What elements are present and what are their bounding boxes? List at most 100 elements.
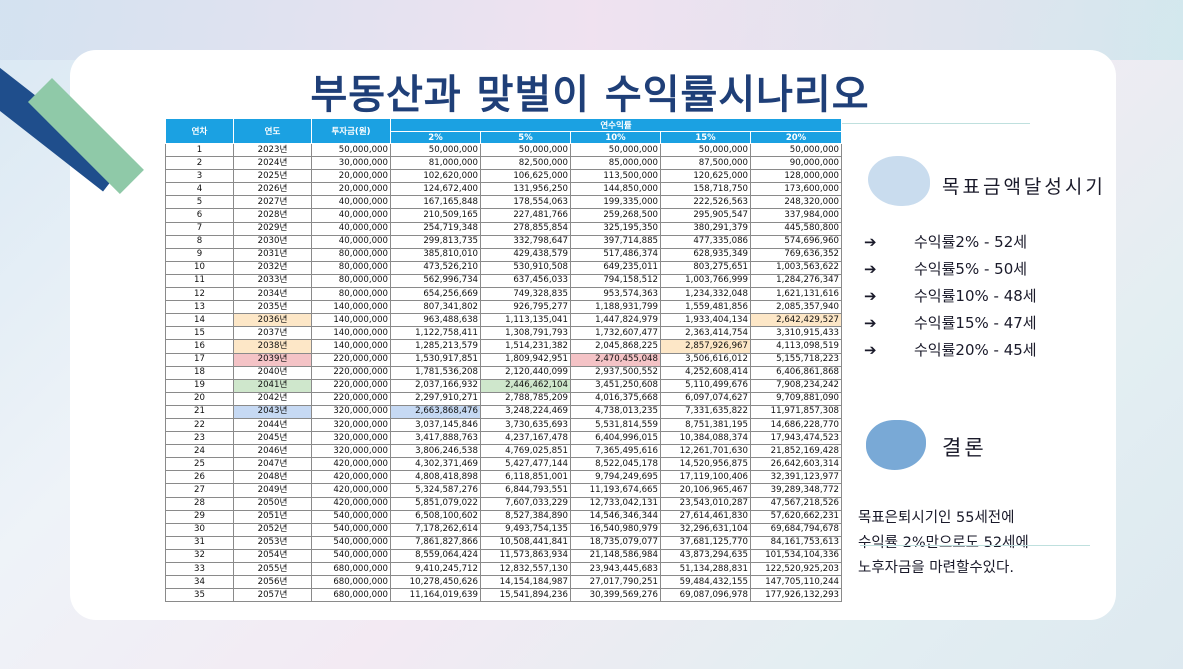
goal-item: 수익률20% - 45세 xyxy=(914,341,1037,359)
cell-year: 2047년 xyxy=(233,457,312,472)
cell-rate-10: 2,937,500,552 xyxy=(570,365,661,380)
cell-rate-15: 87,500,000 xyxy=(660,156,751,171)
cell-rate-10: 14,546,346,344 xyxy=(570,509,661,524)
cell-rate-20: 47,567,218,526 xyxy=(749,496,843,511)
cell-rate-10: 1,732,607,477 xyxy=(570,326,661,341)
cell-year-no: 5 xyxy=(165,195,234,210)
cell-investment: 320,000,000 xyxy=(311,444,391,459)
cell-year-no: 19 xyxy=(165,378,234,393)
table-row: 2 2024년 30,000,000 81,000,000 82,500,000 85,0… xyxy=(165,156,843,171)
table-row: 35 2057년 680,000,000 11,164,019,639 15,541,8… xyxy=(165,588,843,603)
cell-rate-2: 1,122,758,411 xyxy=(390,326,481,341)
cell-rate-20: 5,155,718,223 xyxy=(749,352,843,367)
cell-rate-15: 23,543,010,287 xyxy=(660,496,751,511)
cell-year: 2029년 xyxy=(233,221,312,236)
cell-year-no: 15 xyxy=(165,326,234,341)
cell-rate-10: 1,447,824,979 xyxy=(570,313,661,328)
cell-rate-20: 2,642,429,527 xyxy=(749,313,843,328)
cell-rate-15: 43,873,294,635 xyxy=(660,548,751,564)
cell-investment: 420,000,000 xyxy=(311,470,391,485)
cell-investment: 220,000,000 xyxy=(311,378,391,393)
cell-rate-15: 50,000,000 xyxy=(660,142,751,158)
cell-rate-2: 562,996,734 xyxy=(390,273,481,289)
cell-rate-15: 120,625,000 xyxy=(660,169,751,184)
cell-year: 2045년 xyxy=(233,431,312,446)
cell-year-no: 16 xyxy=(165,339,234,354)
cell-investment: 320,000,000 xyxy=(311,417,391,433)
cell-investment: 50,000,000 xyxy=(311,142,391,158)
cell-investment: 40,000,000 xyxy=(311,234,391,249)
cell-rate-10: 23,943,445,683 xyxy=(570,561,661,577)
cell-rate-15: 27,614,461,830 xyxy=(660,509,751,524)
cell-investment: 80,000,000 xyxy=(311,247,391,262)
cell-rate-5: 1,113,135,041 xyxy=(480,313,571,328)
cell-rate-2: 2,297,910,271 xyxy=(390,391,481,406)
cell-rate-2: 1,781,536,208 xyxy=(390,365,481,380)
cell-investment: 540,000,000 xyxy=(311,548,391,564)
cell-year-no: 4 xyxy=(165,182,234,197)
cell-rate-20: 1,621,131,616 xyxy=(749,287,843,302)
cell-rate-2: 473,526,210 xyxy=(390,260,481,275)
cell-rate-10: 4,738,013,235 xyxy=(570,404,661,419)
cell-year-no: 14 xyxy=(165,313,234,328)
table-row: 6 2028년 40,000,000 210,509,165 227,481,766 25… xyxy=(165,208,843,223)
cell-rate-5: 429,438,579 xyxy=(480,247,571,262)
cell-rate-10: 953,574,363 xyxy=(570,287,661,302)
table-row: 4 2026년 20,000,000 124,672,400 131,956,250 14… xyxy=(165,182,843,197)
cell-rate-5: 926,795,277 xyxy=(480,300,571,315)
cell-year: 2030년 xyxy=(233,234,312,249)
header-rate: 15% xyxy=(660,131,751,144)
header-rate: 20% xyxy=(749,131,843,144)
cell-investment: 420,000,000 xyxy=(311,496,391,511)
cell-rate-10: 113,500,000 xyxy=(570,169,661,184)
goal-list: ➔ 수익률2% - 52세 ➔ 수익률5% - 50세 ➔ 수익률10% - 48세 … xyxy=(864,228,1037,363)
cell-rate-5: 8,527,384,890 xyxy=(480,509,571,524)
cell-rate-5: 178,554,063 xyxy=(480,195,571,210)
table-row: 24 2046년 320,000,000 3,806,246,538 4,769,025… xyxy=(165,444,843,459)
cell-rate-5: 12,832,557,130 xyxy=(480,561,571,577)
table-row: 16 2038년 140,000,000 1,285,213,579 1,514,231… xyxy=(165,339,843,354)
cell-rate-5: 11,573,863,934 xyxy=(480,548,571,564)
cell-rate-5: 2,788,785,209 xyxy=(480,391,571,406)
arrow-icon: ➔ xyxy=(864,340,877,359)
cell-investment: 20,000,000 xyxy=(311,182,391,197)
cell-rate-15: 17,119,100,406 xyxy=(660,470,751,485)
cell-year-no: 34 xyxy=(165,575,234,590)
cell-year: 2050년 xyxy=(233,496,312,511)
cell-rate-20: 17,943,474,523 xyxy=(749,431,843,446)
cell-rate-2: 807,341,802 xyxy=(390,300,481,315)
cell-rate-20: 26,642,603,314 xyxy=(749,457,843,472)
cell-rate-10: 517,486,374 xyxy=(570,247,661,262)
cell-rate-10: 12,733,042,131 xyxy=(570,496,661,511)
table-body: 1 2023년 50,000,000 50,000,000 50,000,000 50,0… xyxy=(165,142,843,603)
table-row: 32 2054년 540,000,000 8,559,064,424 11,573,86… xyxy=(165,548,843,564)
cell-rate-2: 102,620,000 xyxy=(390,169,481,184)
cell-rate-10: 794,158,512 xyxy=(570,273,661,289)
cell-rate-2: 654,256,669 xyxy=(390,287,481,302)
list-item: ➔ 수익률2% - 52세 xyxy=(864,228,1037,255)
table-row: 12 2034년 80,000,000 654,256,669 749,328,835 9… xyxy=(165,287,843,302)
cell-rate-2: 2,037,166,932 xyxy=(390,378,481,393)
table-row: 1 2023년 50,000,000 50,000,000 50,000,000 50,0… xyxy=(165,142,843,158)
cell-investment: 680,000,000 xyxy=(311,588,391,603)
cell-rate-2: 10,278,450,626 xyxy=(390,575,481,590)
table-row: 11 2033년 80,000,000 562,996,734 637,456,033 7… xyxy=(165,273,843,289)
cell-rate-2: 254,719,348 xyxy=(390,221,481,236)
cell-rate-2: 3,037,145,846 xyxy=(390,417,481,433)
cell-rate-15: 2,363,414,754 xyxy=(660,326,751,341)
decor-blob-dark xyxy=(866,420,926,470)
cell-rate-15: 477,335,086 xyxy=(660,234,751,249)
scenario-table: 연차 연도 투자금(원) 연수익률 2% 5% 10% 15% 20% 1 202… xyxy=(165,118,843,603)
table-row: 20 2042년 220,000,000 2,297,910,271 2,788,785… xyxy=(165,391,843,406)
conclusion-line: 수익률 2%만으로도 52세에 xyxy=(858,535,1029,551)
cell-rate-10: 85,000,000 xyxy=(570,156,661,171)
cell-rate-20: 2,085,357,940 xyxy=(749,300,843,315)
conclusion-title: 결론 xyxy=(942,436,987,460)
cell-year-no: 32 xyxy=(165,548,234,564)
goal-title: 목표금액달성시기 xyxy=(942,176,1106,198)
header-investment: 투자금(원) xyxy=(311,118,391,144)
cell-year-no: 22 xyxy=(165,417,234,433)
cell-rate-10: 27,017,790,251 xyxy=(570,575,661,590)
cell-rate-5: 15,541,894,236 xyxy=(480,588,571,603)
goal-item: 수익률10% - 48세 xyxy=(914,287,1037,305)
